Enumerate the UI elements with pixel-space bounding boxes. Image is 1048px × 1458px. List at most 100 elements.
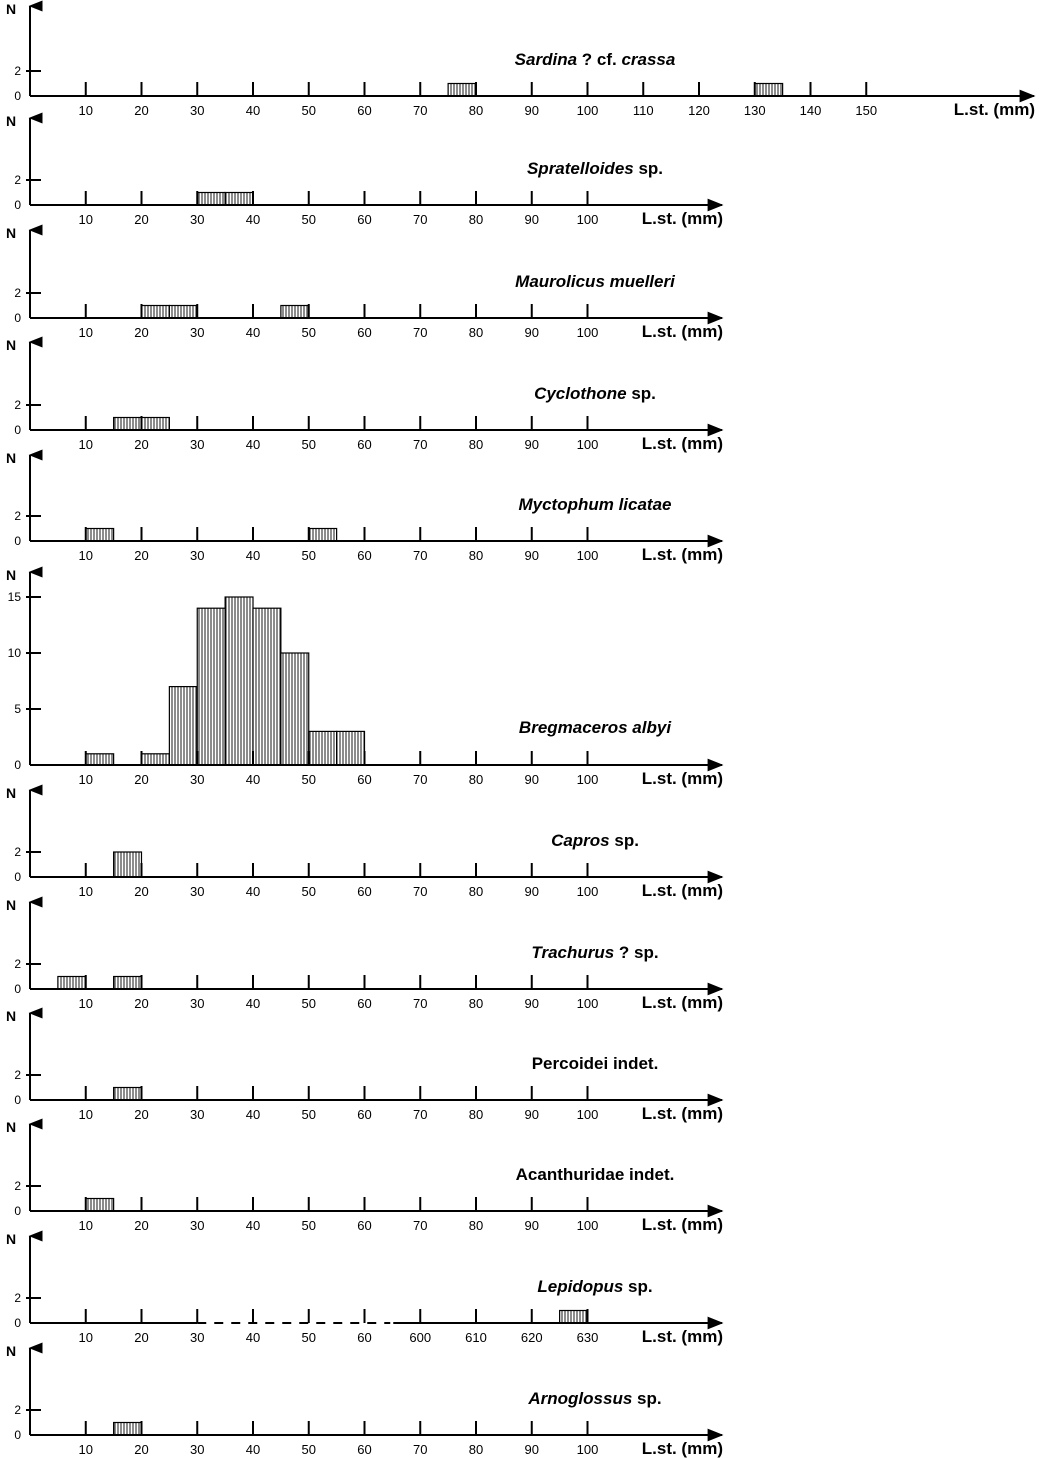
y-axis-label: N xyxy=(6,1231,16,1247)
x-tick-label: 80 xyxy=(469,325,483,340)
x-tick-label: 40 xyxy=(246,548,260,563)
x-tick-label: 50 xyxy=(302,103,316,118)
y-tick-label: 0 xyxy=(14,89,21,103)
histogram-bar xyxy=(85,1197,115,1212)
x-tick-label: 30 xyxy=(190,996,204,1011)
histogram-panel-4: 10 20 30 40 50 60 70 80 90 100 0 2 N L.st. (mm) Cyclot… xyxy=(6,336,724,453)
x-tick-label: 50 xyxy=(302,1107,316,1122)
x-tick-label: 20 xyxy=(134,1330,148,1345)
x-tick-label: 100 xyxy=(577,1442,599,1457)
x-tick-label: 60 xyxy=(357,772,371,787)
y-tick-label: 2 xyxy=(14,398,21,412)
x-tick-label: 30 xyxy=(190,1218,204,1233)
x-tick-label: 630 xyxy=(577,1330,599,1345)
x-axis-label: L.st. (mm) xyxy=(642,769,723,788)
histogram-panel-11: 10 20 30 40 50 60 600 610 620 630 0 2 N L.st. (mm) Lep… xyxy=(6,1230,724,1346)
x-tick-label: 20 xyxy=(134,212,148,227)
histogram-bar xyxy=(280,652,310,766)
x-tick-label: 10 xyxy=(79,1218,93,1233)
y-tick-label: 5 xyxy=(14,702,21,716)
x-tick-label: 100 xyxy=(577,772,599,787)
histogram-bar xyxy=(754,82,784,97)
x-tick-label: 70 xyxy=(413,884,427,899)
x-tick-label: 50 xyxy=(302,1330,316,1345)
y-tick-label: 2 xyxy=(14,173,21,187)
taxon-title: Lepidopus sp. xyxy=(537,1277,652,1296)
x-tick-label: 120 xyxy=(688,103,710,118)
y-axis-label: N xyxy=(6,897,16,913)
x-tick-label: 20 xyxy=(134,1442,148,1457)
x-tick-label: 60 xyxy=(357,884,371,899)
x-tick-label: 600 xyxy=(409,1330,431,1345)
x-tick-label: 40 xyxy=(246,212,260,227)
x-tick-label: 610 xyxy=(465,1330,487,1345)
histogram-bar xyxy=(196,191,226,206)
y-tick-label: 0 xyxy=(14,534,21,548)
x-tick-label: 40 xyxy=(246,996,260,1011)
x-tick-label: 10 xyxy=(79,1442,93,1457)
x-tick-label: 30 xyxy=(190,212,204,227)
x-tick-label: 40 xyxy=(246,772,260,787)
x-tick-label: 620 xyxy=(521,1330,543,1345)
taxon-title: Arnoglossus sp. xyxy=(527,1389,661,1408)
x-tick-label: 20 xyxy=(134,437,148,452)
x-tick-label: 150 xyxy=(855,103,877,118)
histogram-bar xyxy=(196,607,226,766)
x-tick-label: 20 xyxy=(134,884,148,899)
histogram-panel-9: 10 20 30 40 50 60 70 80 90 100 0 2 N L.st. (mm) Percoi… xyxy=(6,1007,724,1123)
x-tick-label: 40 xyxy=(246,1218,260,1233)
histogram-bar xyxy=(140,753,170,766)
x-tick-label: 90 xyxy=(525,1107,539,1122)
x-tick-label: 100 xyxy=(577,884,599,899)
x-tick-label: 70 xyxy=(413,325,427,340)
x-tick-label: 10 xyxy=(79,325,93,340)
x-tick-label: 40 xyxy=(246,325,260,340)
x-tick-label: 90 xyxy=(525,772,539,787)
x-tick-label: 90 xyxy=(525,548,539,563)
x-tick-label: 60 xyxy=(357,437,371,452)
y-tick-label: 0 xyxy=(14,311,21,325)
y-tick-label: 0 xyxy=(14,870,21,884)
x-tick-label: 80 xyxy=(469,1218,483,1233)
x-tick-label: 40 xyxy=(246,437,260,452)
y-axis-label: N xyxy=(6,113,16,129)
x-tick-label: 60 xyxy=(357,996,371,1011)
x-tick-label: 100 xyxy=(577,1218,599,1233)
taxon-title: Cyclothone sp. xyxy=(534,384,656,403)
x-tick-label: 30 xyxy=(190,1330,204,1345)
x-tick-label: 50 xyxy=(302,437,316,452)
x-tick-label: 70 xyxy=(413,437,427,452)
x-axis-label: L.st. (mm) xyxy=(642,881,723,900)
x-tick-label: 100 xyxy=(577,103,599,118)
histogram-bar xyxy=(57,975,87,990)
x-tick-label: 50 xyxy=(302,212,316,227)
x-tick-label: 60 xyxy=(357,1218,371,1233)
x-tick-label: 70 xyxy=(413,1218,427,1233)
y-tick-label: 0 xyxy=(14,758,21,772)
y-tick-label: 2 xyxy=(14,845,21,859)
x-tick-label: 70 xyxy=(413,996,427,1011)
taxon-title: Acanthuridae indet. xyxy=(516,1165,675,1184)
taxon-title: Capros sp. xyxy=(551,831,639,850)
histogram-bar xyxy=(280,304,310,319)
x-tick-label: 100 xyxy=(577,548,599,563)
y-tick-label: 2 xyxy=(14,1403,21,1417)
x-tick-label: 10 xyxy=(79,884,93,899)
x-tick-label: 10 xyxy=(79,437,93,452)
y-tick-label: 0 xyxy=(14,423,21,437)
y-tick-label: 0 xyxy=(14,198,21,212)
histogram-bar xyxy=(252,607,282,766)
taxon-title: Trachurus ? sp. xyxy=(531,943,658,962)
x-tick-label: 70 xyxy=(413,212,427,227)
x-tick-label: 60 xyxy=(357,1107,371,1122)
x-tick-label: 80 xyxy=(469,1107,483,1122)
x-tick-label: 50 xyxy=(302,884,316,899)
histogram-bar xyxy=(113,1421,143,1436)
x-tick-label: 130 xyxy=(744,103,766,118)
y-tick-label: 2 xyxy=(14,1291,21,1305)
x-tick-label: 70 xyxy=(413,548,427,563)
x-tick-label: 30 xyxy=(190,1442,204,1457)
x-tick-label: 90 xyxy=(525,212,539,227)
x-tick-label: 90 xyxy=(525,996,539,1011)
x-tick-label: 20 xyxy=(134,103,148,118)
